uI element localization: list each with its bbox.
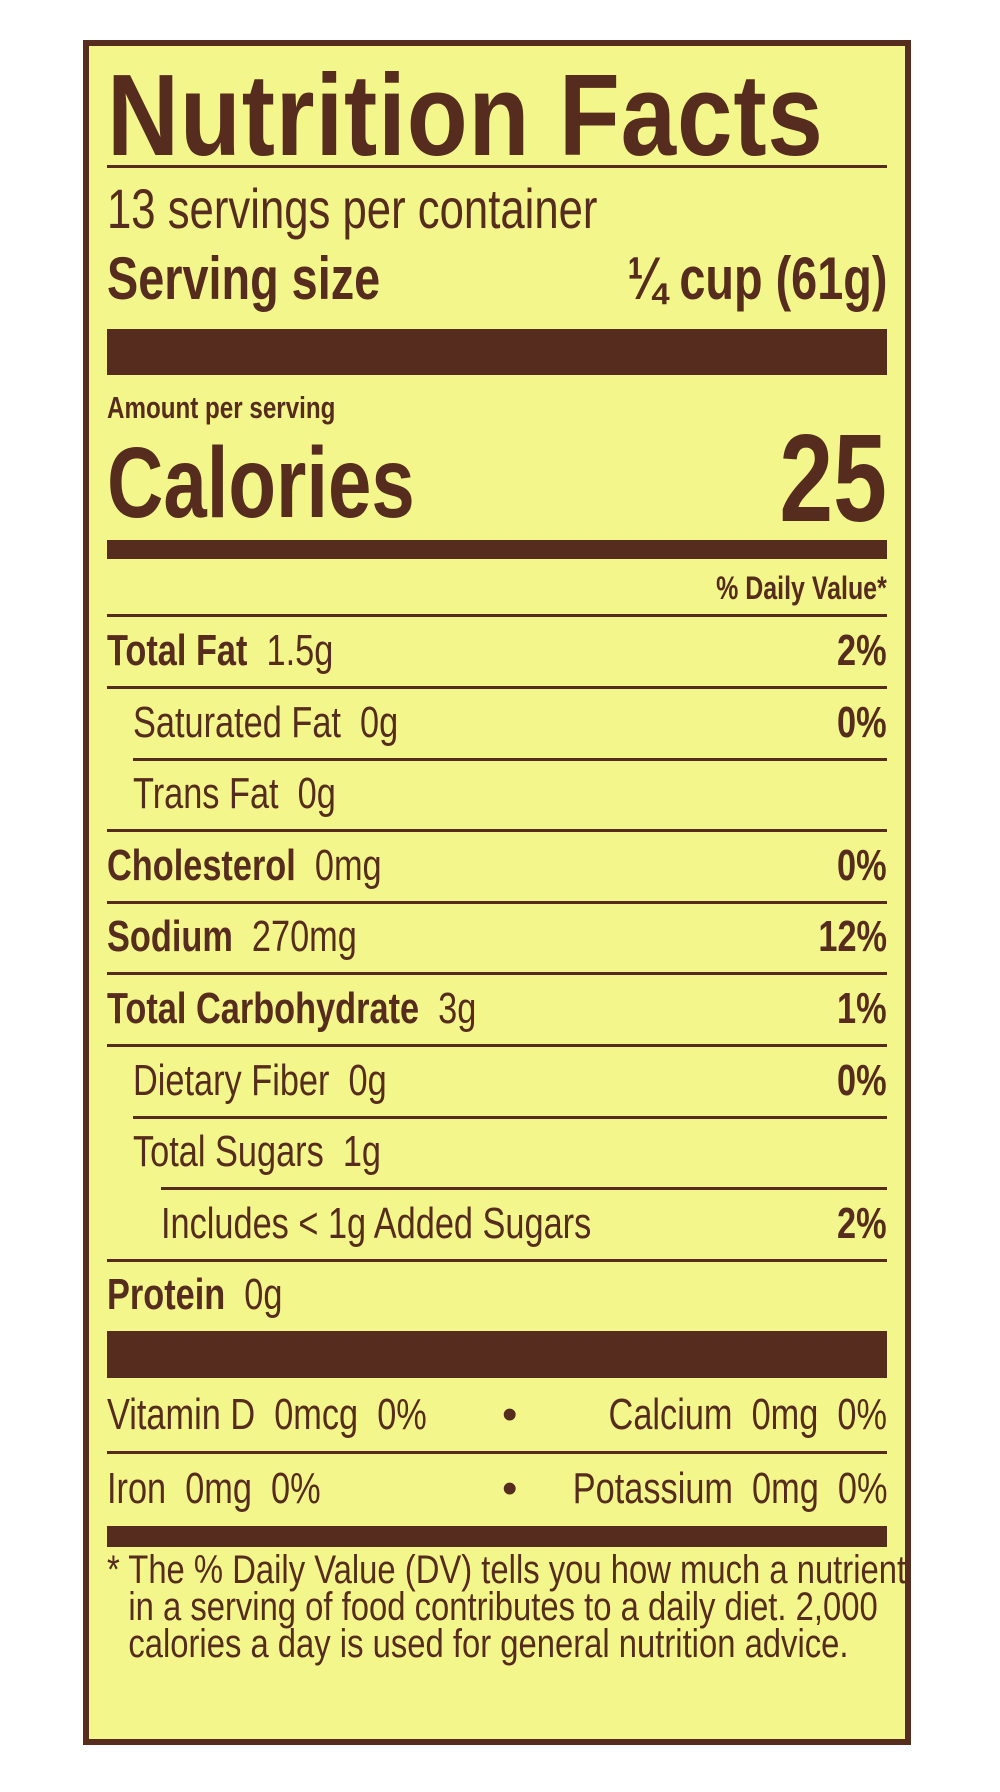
nutrient-row: Total Carbohydrate 3g 1% bbox=[107, 973, 887, 1045]
daily-value-header-text: % Daily Value* bbox=[716, 570, 887, 606]
calories-label-text: Calories bbox=[107, 427, 415, 539]
nutrient-amount: 0g bbox=[360, 697, 399, 747]
divider bbox=[107, 1258, 887, 1262]
nutrient-name: Protein bbox=[107, 1270, 226, 1320]
spacer bbox=[324, 1127, 343, 1176]
nutrient-daily-value: 12% bbox=[818, 912, 887, 962]
daily-value-header: % Daily Value* bbox=[668, 570, 887, 607]
nutrient-row: Cholesterol 0mg 0% bbox=[107, 830, 887, 902]
nutrient-amount: 3g bbox=[438, 984, 477, 1033]
serving-size: Serving size ¼ cup (61g) bbox=[107, 244, 887, 314]
spacer bbox=[247, 626, 266, 675]
thick-bar bbox=[107, 329, 887, 375]
nutrient-label: Protein 0g bbox=[107, 1270, 282, 1320]
nutrient-label: Sodium 270mg bbox=[107, 912, 357, 962]
divider bbox=[107, 614, 887, 617]
nutrient-name: Sodium bbox=[107, 912, 233, 962]
mineral-row-2: Iron 0mg 0% • Potassium 0mg 0% bbox=[107, 1452, 887, 1526]
vitamin-d: Vitamin D 0mcg 0% bbox=[107, 1390, 427, 1439]
nutrient-label: Total Fat 1.5g bbox=[107, 626, 333, 676]
divider bbox=[161, 1187, 887, 1191]
divider bbox=[107, 1044, 887, 1047]
nutrient-daily-value: 1% bbox=[837, 984, 887, 1033]
amount-per-serving-text: Amount per serving bbox=[107, 390, 336, 425]
servings-per-container: 13 servings per container bbox=[107, 176, 736, 241]
nutrient-label: Saturated Fat 0g bbox=[133, 698, 398, 748]
spacer bbox=[419, 984, 438, 1033]
footnote: * The % Daily Value (DV) tells you how m… bbox=[107, 1550, 907, 1664]
nutrient-row: Sodium 270mg 12% bbox=[107, 901, 887, 973]
nutrient-daily-value: 2% bbox=[837, 626, 887, 675]
spacer bbox=[225, 1270, 244, 1319]
nutrient-row: Includes < 1g Added Sugars 2% bbox=[107, 1188, 887, 1260]
divider bbox=[107, 900, 887, 904]
spacer bbox=[341, 698, 360, 747]
nutrient-row: Dietary Fiber 0g 0% bbox=[107, 1045, 887, 1117]
nutrient-amount: 0g bbox=[244, 1270, 283, 1320]
calories-value-text: 25 bbox=[779, 410, 887, 548]
nutrient-name: Total Fat bbox=[107, 626, 248, 675]
spacer bbox=[329, 1056, 348, 1105]
nutrient-row: Saturated Fat 0g 0% bbox=[107, 687, 887, 759]
nutrient-daily-value: 2% bbox=[837, 1198, 887, 1248]
medium-bar bbox=[107, 1526, 887, 1547]
spacer bbox=[296, 841, 315, 890]
mineral-row-1: Vitamin D 0mcg 0% • Calcium 0mg 0% bbox=[107, 1378, 887, 1452]
divider bbox=[133, 757, 887, 761]
nutrient-daily-value: 0% bbox=[837, 840, 887, 890]
spacer bbox=[279, 769, 298, 818]
nutrient-amount: 1.5g bbox=[266, 626, 334, 675]
divider bbox=[107, 165, 887, 168]
nutrient-row: Protein 0g bbox=[107, 1259, 887, 1331]
nutrient-amount: 270mg bbox=[251, 912, 357, 962]
nutrient-daily-value: 0% bbox=[837, 1055, 887, 1105]
divider bbox=[107, 972, 887, 976]
footnote-text: * The % Daily Value (DV) tells you how m… bbox=[107, 1548, 907, 1666]
nutrient-name: Total Carbohydrate bbox=[107, 984, 420, 1033]
divider bbox=[107, 686, 887, 689]
title-text: Nutrition Facts bbox=[107, 50, 824, 180]
nutrient-daily-value: 0% bbox=[837, 697, 887, 747]
amount-per-serving: Amount per serving bbox=[107, 390, 400, 426]
thick-bar bbox=[107, 1331, 887, 1378]
nutrient-name: Cholesterol bbox=[107, 840, 296, 890]
nutrient-amount: 0mg bbox=[314, 840, 382, 890]
nutrient-label: Dietary Fiber 0g bbox=[133, 1056, 387, 1106]
serving-size-value: ¼ cup (61g) bbox=[626, 245, 887, 312]
nutrient-name: Includes < 1g Added Sugars bbox=[161, 1198, 592, 1248]
nutrient-label: Total Sugars 1g bbox=[133, 1127, 381, 1177]
divider bbox=[133, 1115, 887, 1119]
nutrient-name: Saturated Fat bbox=[133, 697, 341, 747]
divider bbox=[107, 1451, 887, 1454]
nutrient-label: Cholesterol 0mg bbox=[107, 841, 382, 891]
nutrient-row: Total Fat 1.5g 2% bbox=[107, 615, 887, 687]
nutrition-facts-label: Nutrition Facts 13 servings per containe… bbox=[83, 40, 911, 1745]
nutrient-amount: 0g bbox=[348, 1055, 387, 1105]
nutrient-name: Trans Fat bbox=[133, 769, 279, 819]
nutrient-amount: 1g bbox=[342, 1127, 382, 1177]
title: Nutrition Facts bbox=[107, 48, 940, 182]
potassium: Potassium 0mg 0% bbox=[572, 1464, 887, 1513]
serving-size-label: Serving size bbox=[107, 245, 381, 312]
nutrient-name: Dietary Fiber bbox=[133, 1055, 330, 1105]
nutrient-name: Total Sugars bbox=[133, 1127, 324, 1177]
bullet: • bbox=[502, 1390, 518, 1439]
spacer bbox=[591, 1199, 610, 1248]
nutrient-amount: 0g bbox=[297, 769, 336, 819]
bullet: • bbox=[502, 1464, 518, 1513]
servings-text: 13 servings per container bbox=[107, 177, 598, 240]
calories-label: Calories bbox=[107, 426, 502, 541]
nutrient-label: Total Carbohydrate 3g bbox=[107, 984, 476, 1034]
iron: Iron 0mg 0% bbox=[107, 1464, 321, 1513]
medium-bar bbox=[107, 540, 887, 559]
spacer bbox=[233, 912, 252, 961]
nutrient-label: Includes < 1g Added Sugars bbox=[161, 1199, 610, 1249]
divider bbox=[107, 829, 887, 833]
nutrient-row: Total Sugars 1g bbox=[107, 1116, 887, 1188]
nutrient-label: Trans Fat 0g bbox=[133, 769, 336, 819]
calcium: Calcium 0mg 0% bbox=[608, 1390, 887, 1439]
nutrient-row: Trans Fat 0g bbox=[107, 758, 887, 830]
calories-value: 25 bbox=[749, 408, 887, 550]
